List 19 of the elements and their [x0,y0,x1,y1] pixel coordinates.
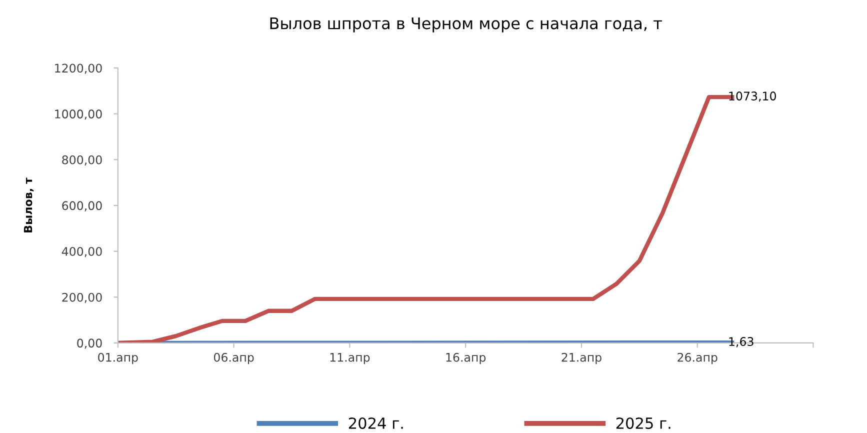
y-tick-label: 800,00 [62,155,102,166]
y-tick-label: 0,00 [77,338,102,349]
y-tick-label: 200,00 [62,292,102,303]
x-tick-label: 21.апр [562,352,602,364]
data-label: 1073,10 [729,92,776,102]
x-tick-label: 11.апр [330,353,370,364]
x-tick-label: 26.апр [678,352,718,364]
x-tick-label: 01.апр [98,352,138,364]
legend-label: 2024 г. [348,417,403,429]
chart-title: Вылов шпрота в Черном море с начала года, т [270,17,662,32]
y-tick-label: 600,00 [62,201,102,212]
y-tick-label: 1000,00 [55,110,102,120]
legend-label: 2025 г. [616,417,670,429]
y-axis-title: Вылов, т [24,178,34,232]
x-tick-label: 16.апр [446,352,486,364]
y-tick-label: 1200,00 [55,64,102,74]
data-label: 1,63 [729,337,754,348]
y-tick-label: 400,00 [62,247,102,258]
x-tick-label: 06.апр [214,352,254,364]
